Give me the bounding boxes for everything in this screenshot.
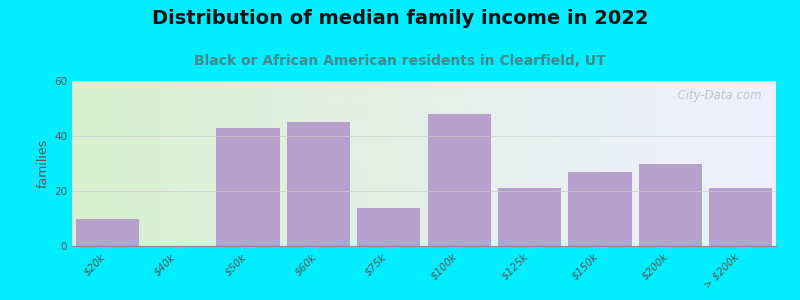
Text: Black or African American residents in Clearfield, UT: Black or African American residents in C… [194,54,606,68]
Bar [216,128,280,246]
Bar [286,122,350,246]
Bar [75,218,139,246]
Text: City-Data.com: City-Data.com [670,89,762,102]
Bar [568,172,632,246]
Bar [427,114,491,246]
Bar [638,164,702,246]
Y-axis label: families: families [37,139,50,188]
Text: Distribution of median family income in 2022: Distribution of median family income in … [152,9,648,28]
Bar [498,188,562,246]
Bar [709,188,773,246]
Bar [357,208,421,246]
